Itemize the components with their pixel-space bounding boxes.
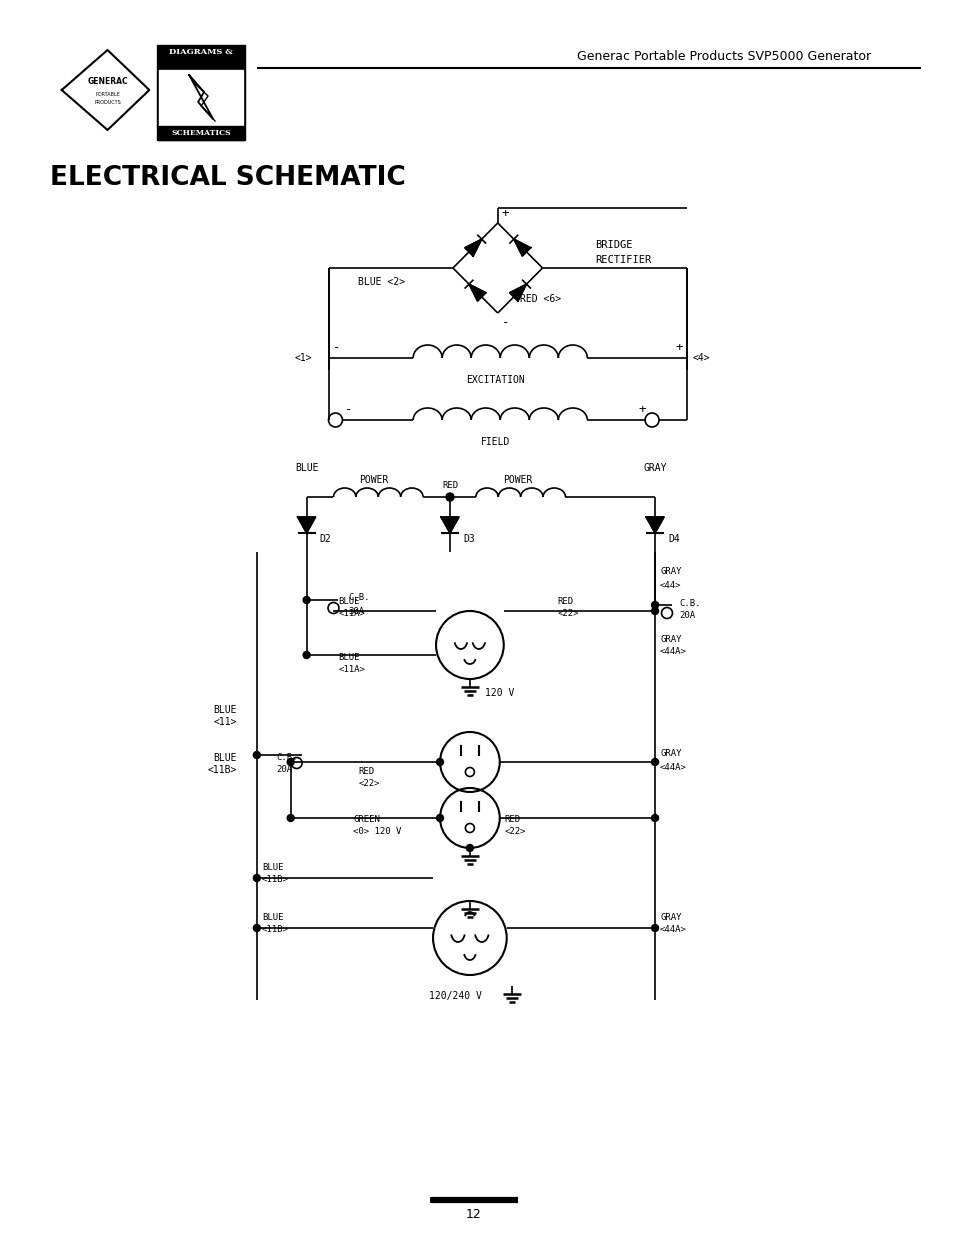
Circle shape — [253, 752, 260, 758]
Text: 20A: 20A — [679, 611, 695, 620]
Text: 12: 12 — [465, 1209, 481, 1221]
Text: C.B.: C.B. — [348, 594, 370, 603]
Circle shape — [303, 652, 310, 658]
Text: BLUE: BLUE — [213, 705, 236, 715]
Text: <44A>: <44A> — [659, 762, 686, 772]
Text: <11A>: <11A> — [338, 664, 365, 673]
Text: PORTABLE: PORTABLE — [95, 91, 120, 96]
Text: BLUE: BLUE — [338, 652, 359, 662]
Text: FIELD: FIELD — [480, 437, 510, 447]
Text: BRIDGE: BRIDGE — [595, 240, 632, 249]
Text: ELECTRICAL SCHEMATIC: ELECTRICAL SCHEMATIC — [50, 165, 405, 191]
Circle shape — [253, 925, 260, 931]
Circle shape — [466, 845, 473, 851]
Text: <11B>: <11B> — [208, 764, 236, 776]
Text: <11A>: <11A> — [338, 609, 365, 618]
Text: 30A: 30A — [348, 606, 364, 615]
Text: <44>: <44> — [659, 580, 680, 589]
Text: <22>: <22> — [358, 779, 379, 788]
Text: <11B>: <11B> — [261, 925, 289, 935]
Text: <0> 120 V: <0> 120 V — [353, 827, 401, 836]
Text: RED: RED — [504, 815, 520, 825]
Text: <44A>: <44A> — [659, 925, 686, 935]
Text: C.B.: C.B. — [679, 599, 700, 608]
Circle shape — [253, 874, 260, 882]
Text: <11B>: <11B> — [261, 876, 289, 884]
Text: GRAY: GRAY — [659, 750, 680, 758]
Text: RECTIFIER: RECTIFIER — [595, 254, 651, 266]
Circle shape — [436, 758, 443, 766]
Text: RED: RED — [557, 597, 573, 605]
Text: -: - — [333, 342, 340, 354]
Text: <44A>: <44A> — [659, 647, 686, 657]
Text: +: + — [675, 342, 682, 354]
Text: BLUE <2>: BLUE <2> — [358, 277, 405, 287]
Text: RED: RED — [441, 480, 457, 489]
Text: BLUE: BLUE — [338, 597, 359, 605]
Text: BLUE: BLUE — [213, 753, 236, 763]
Text: SCHEMATICS: SCHEMATICS — [172, 128, 231, 137]
Text: DIAGRAMS &: DIAGRAMS & — [169, 48, 233, 56]
Text: C.B.: C.B. — [276, 752, 298, 762]
Text: D4: D4 — [667, 534, 679, 543]
Text: <22>: <22> — [504, 827, 526, 836]
Text: PRODUCTS: PRODUCTS — [94, 100, 121, 105]
Polygon shape — [645, 517, 663, 534]
Circle shape — [287, 815, 294, 821]
Polygon shape — [464, 240, 481, 256]
Text: GRAY: GRAY — [642, 463, 666, 473]
Text: -: - — [344, 404, 352, 416]
Text: D3: D3 — [462, 534, 475, 543]
Text: <22>: <22> — [557, 609, 578, 618]
Polygon shape — [509, 284, 526, 301]
Text: <11>: <11> — [213, 718, 236, 727]
Text: EXCITATION: EXCITATION — [466, 375, 524, 385]
Circle shape — [651, 608, 658, 615]
Text: D2: D2 — [319, 534, 331, 543]
Circle shape — [651, 925, 658, 931]
Circle shape — [651, 601, 658, 609]
Text: RED: RED — [358, 767, 375, 777]
Circle shape — [651, 815, 658, 821]
Polygon shape — [514, 240, 530, 256]
Text: GENERAC: GENERAC — [87, 78, 128, 86]
Circle shape — [651, 758, 658, 766]
FancyBboxPatch shape — [159, 70, 243, 128]
Text: <4>: <4> — [692, 353, 710, 363]
Circle shape — [436, 815, 443, 821]
Text: Generac Portable Products SVP5000 Generator: Generac Portable Products SVP5000 Genera… — [577, 51, 871, 63]
Text: GREEN: GREEN — [353, 815, 380, 825]
Text: 120 V: 120 V — [484, 688, 514, 698]
Circle shape — [303, 597, 310, 604]
Text: <1>: <1> — [294, 353, 313, 363]
Polygon shape — [440, 517, 458, 534]
Text: -: - — [501, 316, 509, 330]
Text: 120/240 V: 120/240 V — [428, 990, 481, 1002]
Text: GRAY: GRAY — [659, 914, 680, 923]
Text: BLUE: BLUE — [261, 863, 283, 872]
Polygon shape — [297, 517, 315, 534]
Text: +: + — [638, 404, 645, 416]
Text: BLUE: BLUE — [294, 463, 318, 473]
Text: BLUE: BLUE — [261, 914, 283, 923]
Circle shape — [445, 493, 454, 501]
Text: RED <6>: RED <6> — [519, 294, 560, 304]
FancyBboxPatch shape — [158, 126, 244, 140]
Text: GRAY: GRAY — [659, 635, 680, 643]
Text: +: + — [501, 206, 509, 220]
Text: POWER: POWER — [358, 475, 388, 485]
Text: 20A: 20A — [276, 764, 293, 773]
Circle shape — [287, 758, 294, 766]
Text: POWER: POWER — [502, 475, 532, 485]
Text: GRAY: GRAY — [659, 568, 680, 577]
FancyBboxPatch shape — [157, 44, 245, 140]
Polygon shape — [469, 284, 485, 301]
